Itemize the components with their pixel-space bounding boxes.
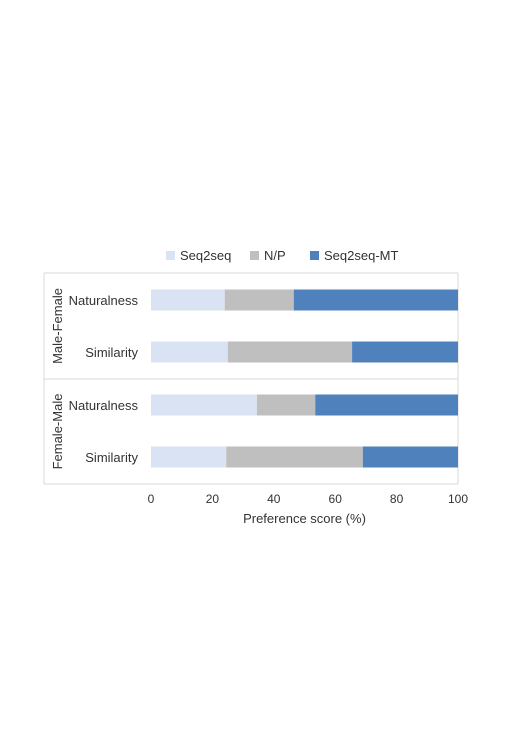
bar-1-2 (352, 341, 458, 363)
group-label-0: Male-Female (50, 288, 65, 364)
group-labels: Male-Female Female-Male (50, 288, 65, 469)
bar-0-2 (293, 289, 458, 311)
bar-3-0 (151, 446, 227, 468)
category-label-1: Similarity (85, 345, 138, 360)
bar-3-2 (362, 446, 458, 468)
category-label-0: Naturalness (69, 293, 139, 308)
legend-swatch-2 (310, 251, 319, 260)
bar-segments (151, 289, 458, 468)
x-tick-labels: 0 20 40 60 80 100 (148, 492, 469, 506)
x-tick-label-3: 60 (329, 492, 343, 506)
legend-swatch-0 (166, 251, 175, 260)
x-tick-label-2: 40 (267, 492, 281, 506)
legend-label-2: Seq2seq-MT (324, 248, 398, 263)
x-tick-label-4: 80 (390, 492, 404, 506)
bar-2-1 (256, 394, 316, 416)
bar-2-0 (151, 394, 257, 416)
legend: Seq2seq N/P Seq2seq-MT (166, 248, 398, 263)
legend-label-1: N/P (264, 248, 286, 263)
bar-3-1 (226, 446, 363, 468)
category-labels: Naturalness Similarity Naturalness Similari… (69, 293, 139, 465)
category-label-2: Naturalness (69, 398, 139, 413)
category-label-3: Similarity (85, 450, 138, 465)
bar-2-2 (315, 394, 458, 416)
group-label-1: Female-Male (50, 394, 65, 470)
legend-swatch-1 (250, 251, 259, 260)
x-tick-label-1: 20 (206, 492, 220, 506)
bar-0-1 (224, 289, 294, 311)
bar-1-0 (151, 341, 228, 363)
x-tick-label-0: 0 (148, 492, 155, 506)
x-axis-title: Preference score (%) (243, 511, 366, 526)
bar-0-0 (151, 289, 225, 311)
legend-label-0: Seq2seq (180, 248, 231, 263)
bar-1-1 (227, 341, 353, 363)
x-tick-label-5: 100 (448, 492, 468, 506)
